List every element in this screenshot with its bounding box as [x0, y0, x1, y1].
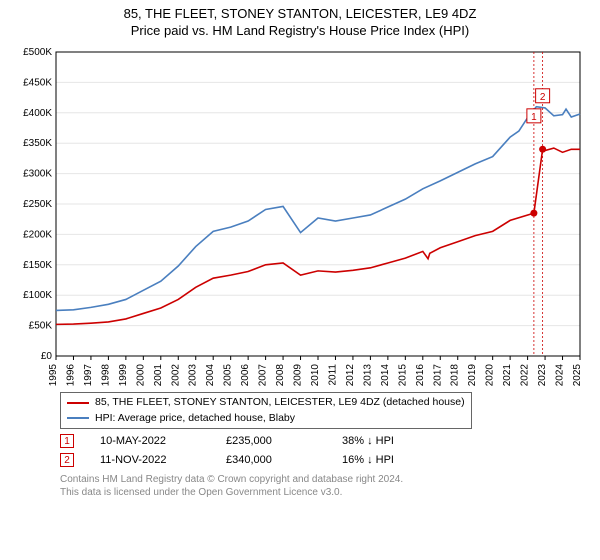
svg-text:£150K: £150K: [23, 260, 52, 271]
sale-price: £235,000: [226, 435, 316, 447]
sale-marker-icon: 1: [60, 434, 74, 448]
svg-text:1998: 1998: [100, 363, 111, 386]
svg-text:1997: 1997: [83, 363, 94, 386]
svg-text:£300K: £300K: [23, 168, 52, 179]
svg-text:1: 1: [531, 112, 537, 123]
svg-text:2023: 2023: [537, 363, 548, 386]
svg-text:2019: 2019: [467, 363, 478, 386]
svg-text:2020: 2020: [485, 363, 496, 386]
svg-text:£50K: £50K: [29, 320, 53, 331]
svg-text:2002: 2002: [170, 363, 181, 386]
svg-text:2012: 2012: [345, 363, 356, 386]
svg-text:£500K: £500K: [23, 47, 52, 58]
svg-text:2000: 2000: [135, 363, 146, 386]
svg-text:£450K: £450K: [23, 77, 52, 88]
svg-text:£100K: £100K: [23, 290, 52, 301]
svg-text:£0: £0: [41, 351, 53, 362]
svg-text:2006: 2006: [240, 363, 251, 386]
svg-text:2007: 2007: [258, 363, 269, 386]
svg-text:1995: 1995: [48, 363, 59, 386]
svg-text:2024: 2024: [555, 363, 566, 386]
sale-delta: 16% ↓ HPI: [342, 454, 394, 466]
svg-text:2004: 2004: [205, 363, 216, 386]
sale-date: 10-MAY-2022: [100, 435, 200, 447]
svg-text:2010: 2010: [310, 363, 321, 386]
svg-text:1999: 1999: [118, 363, 129, 386]
svg-text:2017: 2017: [432, 363, 443, 386]
price-chart: £0 £50K £100K £150K £200K £250K £300K £350K £400…: [10, 46, 590, 386]
svg-text:£350K: £350K: [23, 138, 52, 149]
svg-text:2001: 2001: [153, 363, 164, 386]
sale-marker-icon: 2: [60, 453, 74, 467]
svg-text:2003: 2003: [188, 363, 199, 386]
svg-text:2009: 2009: [293, 363, 304, 386]
svg-text:2011: 2011: [327, 363, 338, 385]
chart-title: 85, THE FLEET, STONEY STANTON, LEICESTER…: [0, 0, 600, 40]
sale-row: 2 11-NOV-2022 £340,000 16% ↓ HPI: [60, 453, 580, 467]
title-line-2: Price paid vs. HM Land Registry's House …: [0, 23, 600, 40]
svg-text:2021: 2021: [502, 363, 513, 386]
svg-text:2014: 2014: [380, 363, 391, 386]
svg-text:2016: 2016: [415, 363, 426, 386]
svg-text:2013: 2013: [362, 363, 373, 386]
svg-text:2015: 2015: [397, 363, 408, 386]
svg-text:£250K: £250K: [23, 199, 52, 210]
svg-text:2: 2: [540, 92, 546, 103]
sale-price: £340,000: [226, 454, 316, 466]
svg-text:2025: 2025: [572, 363, 583, 386]
credit-text: Contains HM Land Registry data © Crown c…: [60, 473, 580, 499]
sale-delta: 38% ↓ HPI: [342, 435, 394, 447]
svg-text:1996: 1996: [65, 363, 76, 386]
legend-label: HPI: Average price, detached house, Blab…: [95, 411, 295, 427]
title-line-1: 85, THE FLEET, STONEY STANTON, LEICESTER…: [0, 6, 600, 23]
svg-text:£200K: £200K: [23, 229, 52, 240]
sale-date: 11-NOV-2022: [100, 454, 200, 466]
svg-text:2022: 2022: [520, 363, 531, 386]
svg-text:£400K: £400K: [23, 108, 52, 119]
svg-text:2018: 2018: [450, 363, 461, 386]
legend-item-hpi: HPI: Average price, detached house, Blab…: [67, 411, 465, 427]
sale-row: 1 10-MAY-2022 £235,000 38% ↓ HPI: [60, 434, 580, 448]
svg-text:2005: 2005: [223, 363, 234, 386]
svg-text:2008: 2008: [275, 363, 286, 386]
